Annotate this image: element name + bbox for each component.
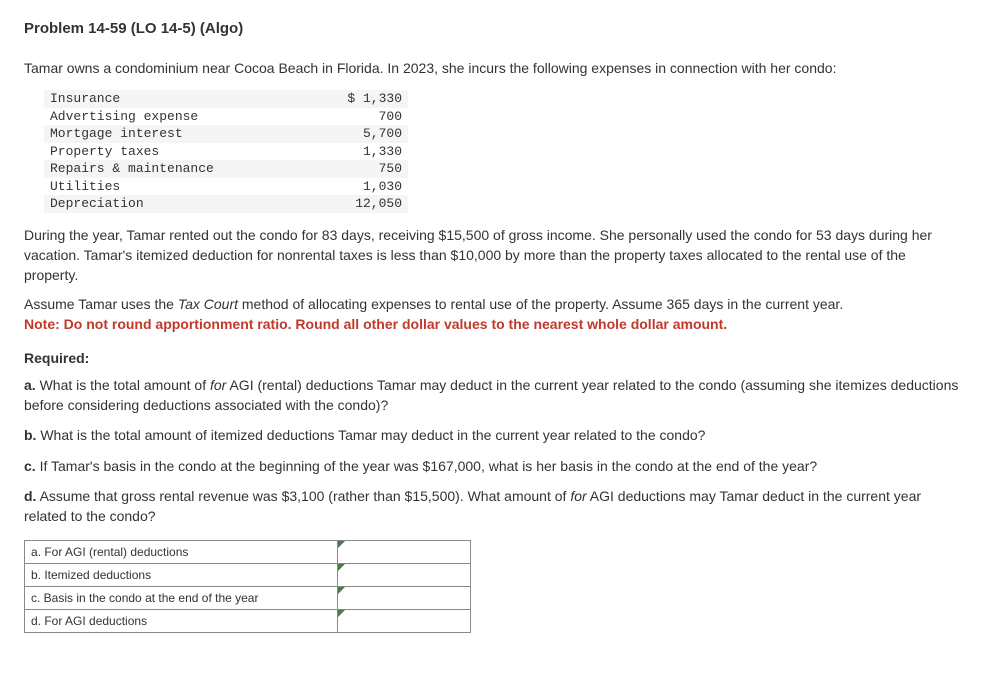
table-row: Mortgage interest5,700 <box>44 125 408 143</box>
expense-amount: $ 1,330 <box>316 90 408 108</box>
question-text: If Tamar's basis in the condo at the beg… <box>36 458 817 474</box>
answer-input-b[interactable] <box>338 564 471 587</box>
question-text-prefix: What is the total amount of <box>36 377 210 393</box>
paragraph-during: During the year, Tamar rented out the co… <box>24 225 962 286</box>
expense-amount: 5,700 <box>316 125 408 143</box>
expense-label: Advertising expense <box>44 108 316 126</box>
answer-row-label: a. For AGI (rental) deductions <box>25 541 338 564</box>
answer-row-label: b. Itemized deductions <box>25 564 338 587</box>
question-d: d. Assume that gross rental revenue was … <box>24 486 962 527</box>
question-text-prefix: Assume that gross rental revenue was $3,… <box>36 488 570 504</box>
note-red: Note: Do not round apportionment ratio. … <box>24 316 727 332</box>
table-row: Insurance$ 1,330 <box>44 90 408 108</box>
question-letter: b. <box>24 427 36 443</box>
expense-amount: 1,030 <box>316 178 408 196</box>
table-row: a. For AGI (rental) deductions <box>25 541 471 564</box>
table-row: d. For AGI deductions <box>25 610 471 633</box>
question-b: b. What is the total amount of itemized … <box>24 425 962 445</box>
intro-text: Tamar owns a condominium near Cocoa Beac… <box>24 58 962 78</box>
question-letter: d. <box>24 488 36 504</box>
assume-italic: Tax Court <box>178 296 238 312</box>
expense-amount: 700 <box>316 108 408 126</box>
answer-row-label: c. Basis in the condo at the end of the … <box>25 587 338 610</box>
table-row: Depreciation12,050 <box>44 195 408 213</box>
expense-table: Insurance$ 1,330 Advertising expense700 … <box>44 90 408 213</box>
answer-input-a[interactable] <box>338 541 471 564</box>
expense-label: Mortgage interest <box>44 125 316 143</box>
questions-list: a. What is the total amount of for AGI (… <box>24 375 962 527</box>
expense-amount: 1,330 <box>316 143 408 161</box>
assume-suffix: method of allocating expenses to rental … <box>238 296 843 312</box>
paragraph-assume: Assume Tamar uses the Tax Court method o… <box>24 294 962 335</box>
expense-label: Property taxes <box>44 143 316 161</box>
question-c: c. If Tamar's basis in the condo at the … <box>24 456 962 476</box>
question-a: a. What is the total amount of for AGI (… <box>24 375 962 416</box>
expense-label: Repairs & maintenance <box>44 160 316 178</box>
table-row: c. Basis in the condo at the end of the … <box>25 587 471 610</box>
table-row: Utilities1,030 <box>44 178 408 196</box>
answer-table: a. For AGI (rental) deductions b. Itemiz… <box>24 540 471 633</box>
expense-label: Utilities <box>44 178 316 196</box>
question-italic: for <box>210 377 226 393</box>
question-letter: c. <box>24 458 36 474</box>
expense-label: Insurance <box>44 90 316 108</box>
question-letter: a. <box>24 377 36 393</box>
problem-title: Problem 14-59 (LO 14-5) (Algo) <box>24 18 962 40</box>
required-heading: Required: <box>24 348 962 368</box>
table-row: b. Itemized deductions <box>25 564 471 587</box>
answer-row-label: d. For AGI deductions <box>25 610 338 633</box>
question-italic: for <box>570 488 586 504</box>
expense-amount: 12,050 <box>316 195 408 213</box>
assume-prefix: Assume Tamar uses the <box>24 296 178 312</box>
expense-amount: 750 <box>316 160 408 178</box>
table-row: Repairs & maintenance750 <box>44 160 408 178</box>
expense-label: Depreciation <box>44 195 316 213</box>
table-row: Advertising expense700 <box>44 108 408 126</box>
answer-input-d[interactable] <box>338 610 471 633</box>
answer-input-c[interactable] <box>338 587 471 610</box>
question-text: What is the total amount of itemized ded… <box>36 427 705 443</box>
table-row: Property taxes1,330 <box>44 143 408 161</box>
